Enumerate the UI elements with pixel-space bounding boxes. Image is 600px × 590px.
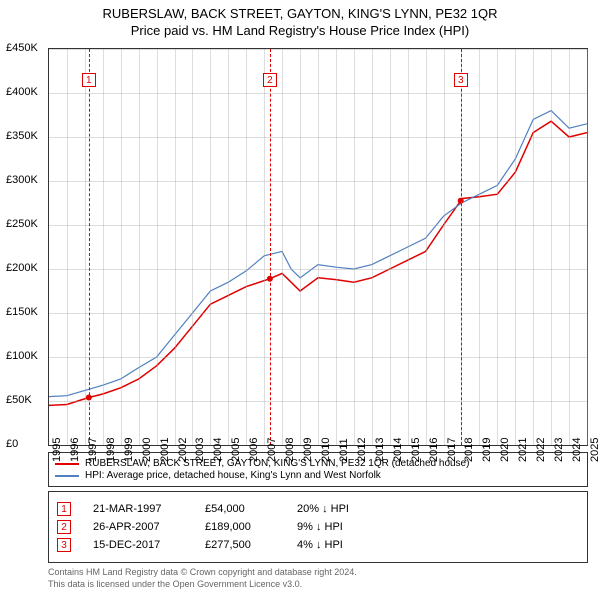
- x-axis-label: 2008: [284, 438, 296, 462]
- event-row: 1 21-MAR-1997 £54,000 20% ↓ HPI: [57, 502, 579, 516]
- x-axis-label: 1995: [51, 438, 63, 462]
- x-axis-label: 2014: [392, 438, 404, 462]
- event-marker-badge: 2: [263, 73, 277, 87]
- event-badge: 3: [57, 538, 71, 552]
- event-badge: 2: [57, 520, 71, 534]
- y-axis-label: £0: [6, 438, 18, 450]
- event-delta: 4% ↓ HPI: [297, 539, 387, 551]
- y-axis-label: £150K: [6, 306, 38, 318]
- x-axis-label: 2012: [356, 438, 368, 462]
- event-marker-badge: 1: [82, 73, 96, 87]
- y-axis-label: £300K: [6, 174, 38, 186]
- y-axis-label: £250K: [6, 218, 38, 230]
- x-axis-label: 2021: [517, 438, 529, 462]
- events-table: 1 21-MAR-1997 £54,000 20% ↓ HPI 2 26-APR…: [48, 491, 588, 563]
- legend-swatch: [55, 463, 79, 465]
- event-marker-line: [270, 49, 271, 445]
- x-axis-label: 1999: [123, 438, 135, 462]
- x-axis-label: 2018: [463, 438, 475, 462]
- event-marker-badge: 3: [454, 73, 468, 87]
- x-axis-label: 2011: [338, 438, 350, 462]
- chart-title-block: RUBERSLAW, BACK STREET, GAYTON, KING'S L…: [0, 0, 600, 40]
- footnote-line: This data is licensed under the Open Gov…: [48, 579, 588, 590]
- event-badge: 1: [57, 502, 71, 516]
- legend-swatch: [55, 475, 79, 477]
- x-axis-label: 1997: [87, 438, 99, 462]
- x-axis-label: 2001: [159, 438, 171, 462]
- x-axis-label: 2003: [194, 438, 206, 462]
- legend-label: HPI: Average price, detached house, King…: [85, 470, 381, 481]
- event-row: 3 15-DEC-2017 £277,500 4% ↓ HPI: [57, 538, 579, 552]
- event-marker-line: [461, 49, 462, 445]
- y-axis-label: £200K: [6, 262, 38, 274]
- event-delta: 20% ↓ HPI: [297, 503, 387, 515]
- x-axis-label: 2024: [571, 438, 583, 462]
- x-axis-label: 2013: [374, 438, 386, 462]
- footnote-line: Contains HM Land Registry data © Crown c…: [48, 567, 588, 579]
- x-axis-label: 2007: [266, 438, 278, 462]
- footnote: Contains HM Land Registry data © Crown c…: [48, 567, 588, 590]
- x-axis-label: 2025: [589, 438, 600, 462]
- event-date: 15-DEC-2017: [93, 539, 183, 551]
- x-axis-label: 2004: [212, 438, 224, 462]
- x-axis-label: 2002: [177, 438, 189, 462]
- chart-title: RUBERSLAW, BACK STREET, GAYTON, KING'S L…: [0, 6, 600, 21]
- x-axis-label: 2009: [302, 438, 314, 462]
- y-axis-label: £400K: [6, 86, 38, 98]
- y-axis-label: £350K: [6, 130, 38, 142]
- x-axis-label: 2010: [320, 438, 332, 462]
- x-axis-label: 2017: [446, 438, 458, 462]
- legend-item: HPI: Average price, detached house, King…: [55, 470, 581, 481]
- event-marker-line: [89, 49, 90, 445]
- x-axis-label: 2020: [499, 438, 511, 462]
- event-price: £54,000: [205, 503, 275, 515]
- y-axis-label: £100K: [6, 350, 38, 362]
- x-axis-label: 2019: [481, 438, 493, 462]
- x-axis-label: 1998: [105, 438, 117, 462]
- x-axis-label: 2023: [553, 438, 565, 462]
- x-axis-label: 2000: [141, 438, 153, 462]
- x-axis-label: 1996: [69, 438, 81, 462]
- x-axis-label: 2015: [410, 438, 422, 462]
- y-axis-label: £50K: [6, 394, 32, 406]
- x-axis-label: 2006: [248, 438, 260, 462]
- event-price: £277,500: [205, 539, 275, 551]
- event-price: £189,000: [205, 521, 275, 533]
- event-row: 2 26-APR-2007 £189,000 9% ↓ HPI: [57, 520, 579, 534]
- y-axis-label: £450K: [6, 42, 38, 54]
- event-delta: 9% ↓ HPI: [297, 521, 387, 533]
- x-axis-label: 2022: [535, 438, 547, 462]
- chart-subtitle: Price paid vs. HM Land Registry's House …: [0, 23, 600, 38]
- chart-plot-area: 1 2 3: [48, 48, 588, 446]
- x-axis-label: 2005: [230, 438, 242, 462]
- event-date: 26-APR-2007: [93, 521, 183, 533]
- event-date: 21-MAR-1997: [93, 503, 183, 515]
- x-axis-label: 2016: [428, 438, 440, 462]
